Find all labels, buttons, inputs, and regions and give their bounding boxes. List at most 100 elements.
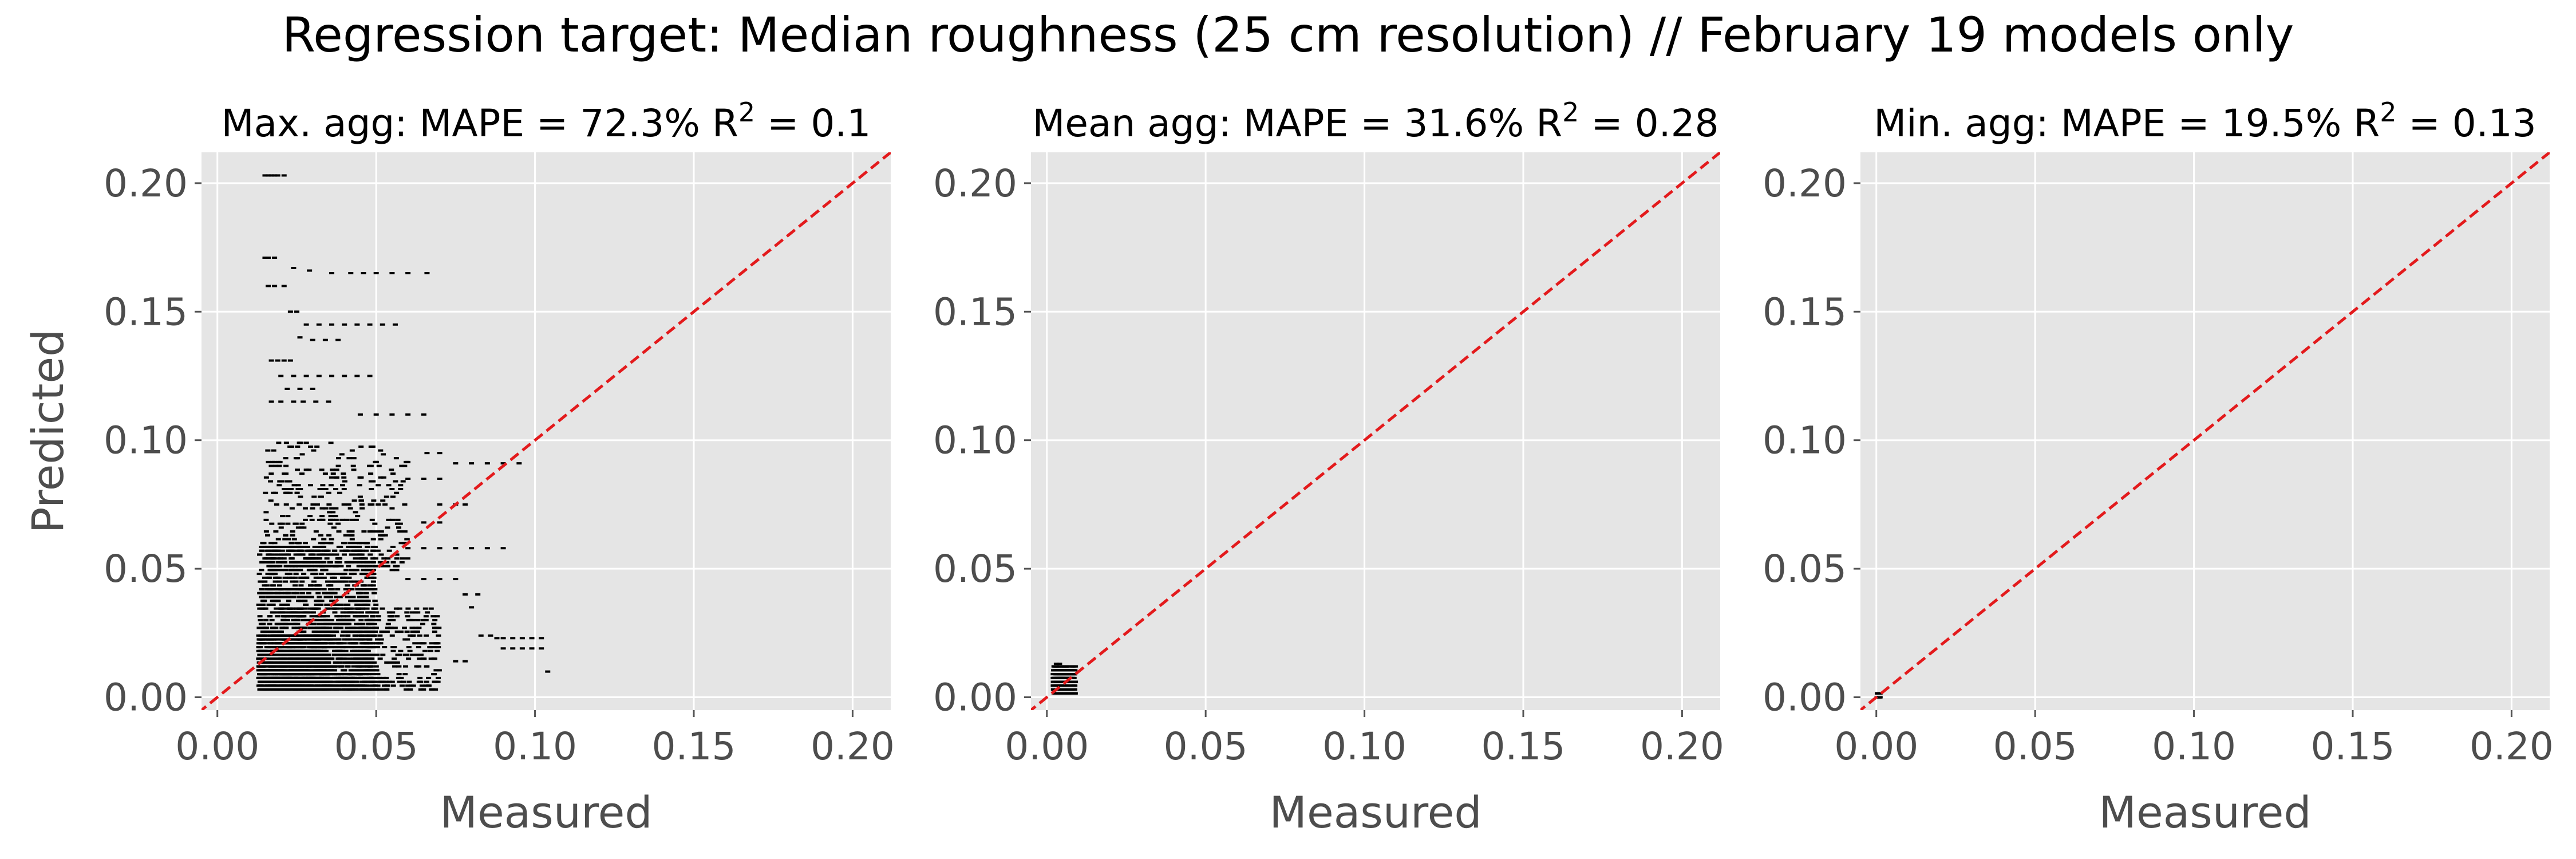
scatter-point [1053,669,1059,672]
scatter-point [371,661,377,664]
scatter-point [365,561,370,564]
scatter-point [262,676,267,679]
scatter-point [273,549,279,552]
scatter-point [295,657,301,660]
scatter-point [351,661,357,664]
scatter-point [1050,680,1056,683]
scatter-point [281,359,287,362]
scatter-point [268,634,274,637]
scatter-point [405,413,411,416]
scatter-point [436,634,441,637]
scatter-point [360,622,366,625]
scatter-point [301,565,307,568]
scatter-point [349,684,354,687]
scatter-point [359,553,365,556]
scatter-point [1052,692,1057,695]
scatter-point [346,457,352,460]
scatter-point [370,549,376,552]
scatter-point [347,657,353,660]
x-tick-label: 0.10 [493,724,577,769]
scatter-point [297,653,302,656]
scatter-point [320,680,326,683]
scatter-point [362,649,368,652]
scatter-point [299,580,305,583]
scatter-point [311,569,317,572]
scatter-point [367,634,373,637]
scatter-point [469,547,475,550]
scatter-point [1061,688,1067,691]
scatter-point [288,487,294,490]
scatter-point [334,631,339,633]
scatter-point [294,561,300,564]
scatter-point [275,615,280,618]
scatter-point [310,387,315,390]
scatter-point [317,684,322,687]
scatter-point [351,665,357,668]
scatter-point [268,472,274,475]
scatter-point [325,669,330,672]
scatter-point [365,646,370,649]
scatter-point [280,653,286,656]
scatter-point [306,468,312,471]
scatter-point [334,615,340,618]
scatter-point [308,445,314,448]
scatter-point [433,646,439,649]
scatter-point [333,626,339,629]
scatter-point [280,680,286,683]
x-tick-label: 0.20 [1640,724,1724,769]
scatter-point [291,266,297,269]
scatter-point [360,573,366,576]
scatter-point [402,503,408,506]
scatter-point [390,649,396,652]
scatter-point [291,596,297,598]
scatter-point [433,669,439,672]
scatter-point [382,534,388,537]
scatter-point [315,680,321,683]
scatter-point [392,657,397,660]
scatter-point [318,618,323,621]
scatter-point [266,285,271,287]
scatter-point [414,631,420,633]
scatter-point [370,580,376,583]
scatter-point [372,588,378,591]
scatter-point [360,584,366,587]
scatter-point [329,565,334,568]
scatter-point [311,538,317,541]
scatter-point [305,545,310,548]
identity-line [1860,152,2550,710]
scatter-point [354,649,360,652]
scatter-point [279,522,285,525]
scatter-point [437,547,442,550]
scatter-point [283,503,289,506]
scatter-point [335,522,341,525]
scatter-point [303,442,309,444]
scatter-point [368,661,374,664]
scatter-point [329,646,334,649]
scatter-point [437,478,442,480]
scatter-point [337,661,343,664]
scatter-point [298,495,303,498]
scatter-point [351,549,357,552]
scatter-point [359,603,365,606]
scatter-point [389,487,395,490]
scatter-point [404,460,409,463]
y-tick-label: 0.10 [1763,419,1847,463]
scatter-point [324,603,330,606]
x-tick-label: 0.00 [1005,724,1089,769]
scatter-point [269,522,275,525]
scatter-point [258,618,263,621]
scatter-point [339,484,345,487]
scatter-point [378,530,384,533]
scatter-point [340,573,346,576]
scatter-point [307,646,313,649]
scatter-point [346,565,351,568]
scatter-point [417,642,422,645]
scatter-point [274,657,280,660]
scatter-point [260,592,266,594]
scatter-point [337,491,342,494]
scatter-point [380,499,386,502]
scatter-point [376,484,381,487]
scatter-point [303,375,309,377]
scatter-point [367,618,373,621]
scatter-point [358,611,364,614]
